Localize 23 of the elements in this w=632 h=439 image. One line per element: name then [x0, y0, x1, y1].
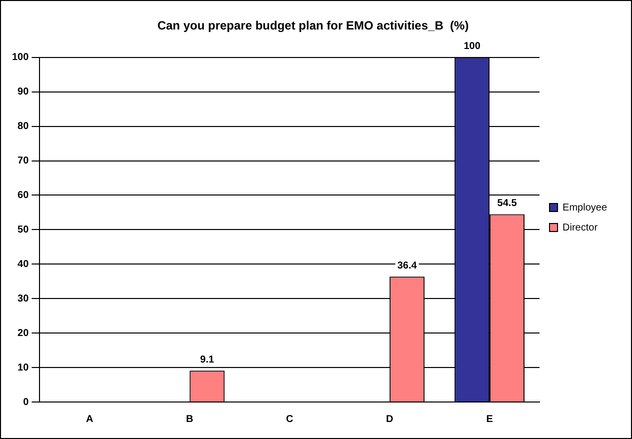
- chart-title: Can you prepare budget plan for EMO activities_B (%): [157, 18, 469, 33]
- data-label: 100: [464, 41, 481, 52]
- y-tick-label: 80: [18, 121, 30, 132]
- x-tick-label: E: [486, 414, 494, 425]
- data-label: 54.5: [497, 198, 518, 209]
- data-label: 9.1: [200, 354, 215, 366]
- y-tick-label: 30: [18, 293, 30, 304]
- y-tick-label: 40: [18, 258, 30, 270]
- legend-label: Employee: [562, 202, 608, 214]
- y-tick-label: 100: [12, 52, 30, 64]
- y-tick-label: 50: [18, 224, 30, 236]
- x-tick-label: D: [386, 414, 394, 425]
- x-tick-label: B: [186, 414, 194, 425]
- y-tick-label: 90: [18, 86, 30, 98]
- x-tick-label: A: [86, 414, 94, 425]
- y-tick-label: 20: [18, 328, 30, 339]
- data-label: 36.4: [397, 260, 418, 272]
- legend-label: Director: [562, 222, 598, 234]
- y-tick-label: 70: [18, 156, 30, 167]
- y-tick-label: 10: [18, 362, 30, 374]
- x-tick-label: C: [286, 414, 294, 425]
- y-tick-label: 0: [23, 396, 30, 408]
- y-tick-label: 60: [18, 190, 30, 201]
